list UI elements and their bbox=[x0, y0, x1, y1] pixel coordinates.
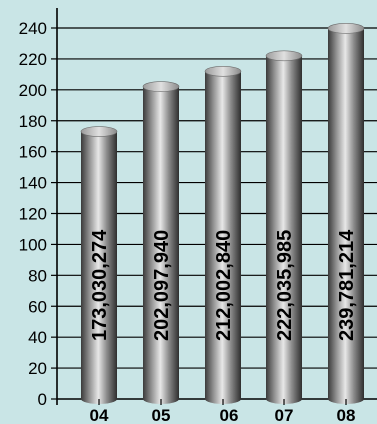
y-tick-label: 120 bbox=[19, 205, 47, 224]
y-tick-label: 180 bbox=[19, 112, 47, 131]
bar-body bbox=[81, 131, 117, 399]
y-tick-label: 100 bbox=[19, 235, 47, 254]
x-axis-ticks: 04 05 06 07 08 bbox=[90, 399, 356, 424]
x-tick-label: 08 bbox=[337, 406, 356, 424]
bar-body bbox=[205, 71, 241, 400]
bar-value-label: 212,002,840 bbox=[213, 230, 235, 341]
x-tick-label: 06 bbox=[220, 406, 239, 424]
bar-value-label: 222,035,985 bbox=[274, 230, 296, 341]
bar-body bbox=[266, 55, 302, 399]
bar-value-label: 173,030,274 bbox=[89, 229, 111, 341]
y-tick-label: 60 bbox=[28, 297, 47, 316]
bar-06: 212,002,840 bbox=[204, 65, 242, 404]
x-tick-label: 04 bbox=[90, 406, 109, 424]
bar-cap bbox=[265, 50, 303, 62]
bar-body bbox=[143, 86, 179, 399]
bar-value-label: 202,097,940 bbox=[151, 230, 173, 341]
bar-cap bbox=[204, 65, 242, 77]
y-tick-label: 160 bbox=[19, 143, 47, 162]
y-tick-label: 0 bbox=[38, 390, 47, 409]
y-tick-label: 200 bbox=[19, 81, 47, 100]
y-tick-label: 240 bbox=[19, 19, 47, 38]
x-tick-label: 05 bbox=[152, 406, 171, 424]
bar-cap bbox=[142, 81, 180, 92]
bar-05: 202,097,940 bbox=[142, 81, 180, 404]
y-axis-ticks: 0 20 40 60 80 100 120 140 160 180 200 220 240 bbox=[19, 19, 57, 409]
bar-value-label: 239,781,214 bbox=[336, 229, 358, 341]
bar-cap bbox=[80, 126, 118, 137]
bar-body bbox=[328, 28, 364, 400]
y-tick-label: 20 bbox=[28, 359, 47, 378]
bars: 173,030,274 202,097,940 212,002,840 222,035… bbox=[80, 23, 365, 404]
bar-08: 239,781,214 bbox=[327, 23, 365, 404]
y-tick-label: 140 bbox=[19, 174, 47, 193]
y-tick-label: 80 bbox=[28, 266, 47, 285]
bar-07: 222,035,985 bbox=[265, 50, 303, 404]
y-tick-label: 220 bbox=[19, 50, 47, 69]
x-tick-label: 07 bbox=[275, 406, 294, 424]
y-tick-label: 40 bbox=[28, 328, 47, 347]
bar-04: 173,030,274 bbox=[80, 126, 118, 404]
bar-cap bbox=[327, 23, 365, 34]
